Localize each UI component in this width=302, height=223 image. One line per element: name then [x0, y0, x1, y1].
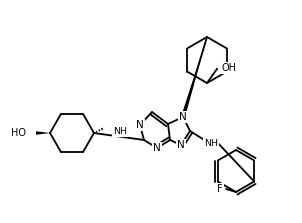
Text: N: N [153, 143, 161, 153]
Text: HO: HO [11, 128, 26, 138]
Text: NH: NH [113, 127, 127, 136]
Text: N: N [179, 112, 187, 122]
Text: N: N [136, 120, 144, 130]
Text: N: N [179, 112, 187, 122]
Polygon shape [36, 131, 50, 135]
Text: NH: NH [204, 138, 218, 147]
Text: F: F [217, 184, 223, 194]
Text: N: N [177, 140, 185, 150]
Text: N: N [177, 140, 185, 150]
Text: N: N [136, 120, 144, 130]
Text: NH: NH [204, 138, 218, 147]
Polygon shape [181, 37, 207, 118]
Text: OH: OH [222, 63, 237, 73]
Text: NH: NH [113, 127, 127, 136]
Text: N: N [153, 143, 161, 153]
